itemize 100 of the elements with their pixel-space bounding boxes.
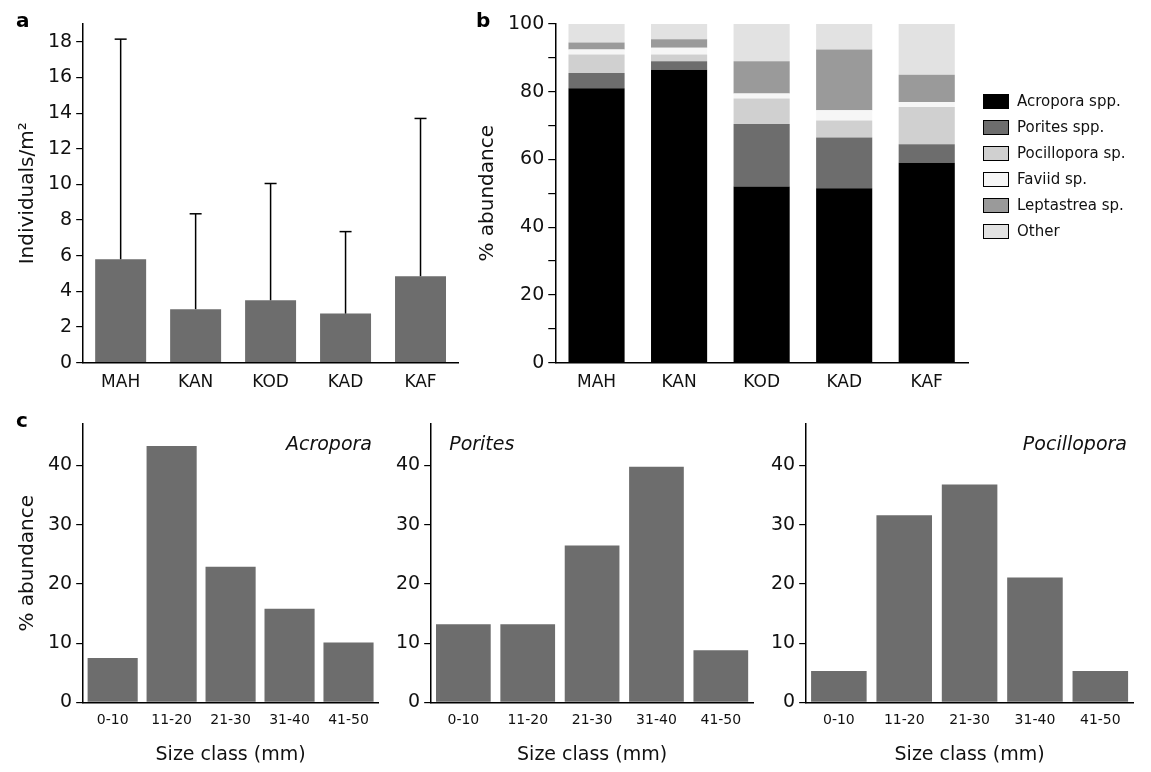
- bar: [651, 24, 708, 40]
- x-tick-label: 0-10: [822, 711, 855, 728]
- y-tick-label: 8: [60, 206, 73, 229]
- y-tick-label: 4: [60, 278, 73, 301]
- x-tick-label: 21-30: [210, 711, 251, 728]
- y-tick-label: 40: [47, 452, 73, 475]
- bar: [146, 445, 197, 702]
- bar: [816, 137, 873, 189]
- x-tick-label: KAF: [404, 371, 437, 392]
- x-axis-title: Size class (mm): [155, 741, 306, 764]
- x-axis-title: Size class (mm): [517, 741, 668, 764]
- text: Acropora: [283, 432, 372, 455]
- bar: [898, 74, 955, 102]
- bar: [898, 24, 955, 75]
- bar: [245, 300, 297, 362]
- x-tick-label: 31-40: [269, 711, 310, 728]
- bar: [898, 101, 955, 107]
- x-tick-label: 11-20: [883, 711, 925, 728]
- x-tick-label: 31-40: [636, 711, 677, 728]
- x-tick-label: KAN: [178, 371, 214, 392]
- bar: [898, 144, 955, 163]
- bar: [1072, 671, 1129, 702]
- x-axis-title: Size class (mm): [894, 741, 1045, 764]
- text: c: [16, 408, 28, 433]
- x-tick-label: KAD: [327, 371, 364, 392]
- x-tick-label: MAH: [576, 371, 617, 392]
- bar: [436, 624, 491, 702]
- y-tick-label: 30: [395, 511, 421, 534]
- y-tick-label: 10: [770, 630, 796, 653]
- y-tick-label: 10: [47, 171, 73, 194]
- x-tick-label: 41-50: [700, 711, 742, 728]
- x-tick-label: 31-40: [1014, 711, 1056, 728]
- legend-label: Acropora spp.: [1017, 92, 1121, 110]
- legend-label: Pocillopora sp.: [1017, 144, 1126, 162]
- bar: [733, 98, 790, 124]
- y-tick-label: 10: [47, 630, 73, 653]
- bar: [395, 276, 447, 362]
- x-tick-label: MAH: [101, 371, 141, 392]
- text: Porites: [449, 432, 515, 455]
- x-tick-label: 0-10: [447, 711, 480, 728]
- legend-label: Other: [1017, 222, 1060, 240]
- x-tick-label: KAN: [661, 371, 697, 392]
- y-axis-title: Individuals/m²: [14, 122, 39, 265]
- x-tick-label: KAF: [910, 371, 943, 392]
- bar: [568, 73, 625, 89]
- bar: [629, 466, 684, 702]
- bar: [205, 566, 256, 702]
- x-tick-label: 11-20: [507, 711, 549, 728]
- bar: [816, 110, 873, 121]
- bar: [941, 484, 998, 702]
- legend-label: Porites spp.: [1017, 118, 1105, 136]
- y-tick-label: 20: [47, 570, 73, 593]
- bar: [568, 54, 625, 74]
- bar: [816, 120, 873, 138]
- x-tick-label: 41-50: [1079, 711, 1121, 728]
- y-tick-label: 100: [508, 10, 545, 33]
- bar: [95, 259, 147, 362]
- bar: [568, 24, 625, 43]
- text: b: [476, 8, 491, 33]
- bar: [651, 39, 708, 48]
- y-tick-label: 80: [520, 78, 545, 101]
- y-tick-label: 2: [60, 313, 73, 336]
- legend-label: Leptastrea sp.: [1017, 196, 1124, 214]
- bar: [876, 515, 932, 702]
- y-tick-label: 20: [770, 570, 796, 593]
- bar: [320, 313, 372, 362]
- y-tick-label: 0: [532, 349, 545, 372]
- y-tick-label: 16: [47, 64, 73, 87]
- y-axis-title: % abundance: [474, 125, 499, 262]
- y-tick-label: 10: [395, 630, 421, 653]
- bar: [816, 49, 873, 111]
- x-tick-label: KOD: [743, 371, 780, 392]
- y-tick-label: 20: [395, 570, 421, 593]
- y-tick-label: 18: [47, 28, 73, 51]
- bar: [87, 657, 138, 702]
- y-tick-label: 0: [60, 349, 73, 372]
- bar: [693, 650, 749, 702]
- bar: [651, 61, 708, 70]
- bar: [733, 61, 790, 94]
- bar: [651, 54, 708, 62]
- bar: [568, 42, 625, 50]
- bar: [1007, 577, 1063, 702]
- y-tick-label: 40: [395, 452, 421, 475]
- y-tick-label: 30: [770, 511, 796, 534]
- bar: [564, 545, 620, 702]
- y-tick-label: 30: [47, 511, 73, 534]
- x-tick-label: 21-30: [571, 711, 613, 728]
- bar: [500, 624, 556, 702]
- bar: [733, 123, 790, 187]
- y-tick-label: 14: [47, 100, 73, 123]
- y-tick-label: 0: [408, 689, 421, 712]
- y-tick-label: 12: [47, 135, 73, 158]
- bar: [733, 24, 790, 62]
- text: a: [16, 8, 30, 33]
- y-axis-title: % abundance: [14, 494, 39, 632]
- y-tick-label: 40: [770, 452, 796, 475]
- legend-label: Faviid sp.: [1017, 170, 1088, 188]
- text: Pocillopora: [1022, 432, 1127, 455]
- y-tick-label: 40: [520, 214, 545, 237]
- bar: [323, 642, 374, 702]
